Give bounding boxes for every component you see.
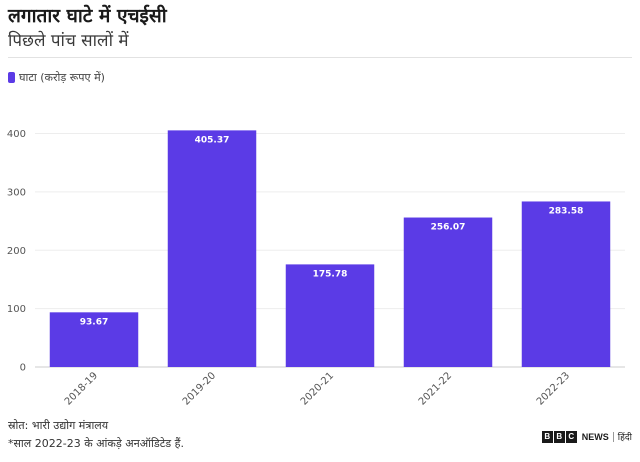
- bar-value-label-2: 175.78: [313, 269, 348, 279]
- bbc-letter-c: C: [565, 430, 577, 443]
- bar-value-label-1: 405.37: [195, 135, 230, 145]
- bbc-news-hindi-logo: B B C NEWS हिंदी: [541, 430, 632, 443]
- x-tick-label-1: 2019-20: [181, 370, 218, 407]
- bar-value-label-4: 283.58: [549, 206, 584, 216]
- chart-legend: घाटा (करोड़ रूपए में): [8, 70, 105, 85]
- bbc-letter-b2: B: [553, 430, 565, 443]
- y-tick-label-1: 100: [7, 304, 26, 315]
- bar-chart: 0 100 200 300 400 93.67 2018-19 405.37 2019-20 17…: [7, 129, 625, 408]
- chart-subtitle: पिछले पांच सालों में: [8, 31, 129, 51]
- y-tick-label-0: 0: [20, 363, 26, 374]
- brand-separator: [612, 431, 614, 442]
- source-text: स्रोत: भारी उद्योग मंत्रालय: [8, 419, 109, 432]
- x-tick-label-2: 2020-21: [299, 370, 336, 407]
- y-tick-label-2: 200: [7, 246, 26, 257]
- bar-2018-19: [49, 312, 139, 367]
- bar-value-label-0: 93.67: [80, 317, 108, 327]
- brand-news: NEWS: [581, 431, 609, 442]
- x-tick-label-4: 2022-23: [535, 370, 572, 407]
- chart-title: लगातार घाटे में एचईसी: [8, 5, 167, 27]
- bar-2022-23: [521, 201, 611, 367]
- footnote-text: *साल 2022-23 के आंकड़े अनऑडिटेड हैं.: [8, 437, 184, 450]
- legend-label: घाटा (करोड़ रूपए में): [19, 71, 105, 84]
- bbc-blocks-icon: B B C: [541, 430, 578, 443]
- brand-language: हिंदी: [617, 433, 632, 443]
- bar-value-label-3: 256.07: [431, 223, 466, 233]
- y-tick-label-3: 300: [7, 187, 26, 198]
- legend-swatch: [8, 72, 15, 83]
- x-tick-label-3: 2021-22: [417, 370, 454, 407]
- x-tick-label-0: 2018-19: [63, 370, 100, 407]
- bbc-letter-b1: B: [541, 430, 553, 443]
- bar-2019-20: [167, 130, 257, 367]
- bar-2020-21: [285, 264, 375, 367]
- y-tick-label-4: 400: [7, 129, 26, 140]
- bar-2021-22: [403, 217, 493, 367]
- header-divider: [8, 57, 632, 58]
